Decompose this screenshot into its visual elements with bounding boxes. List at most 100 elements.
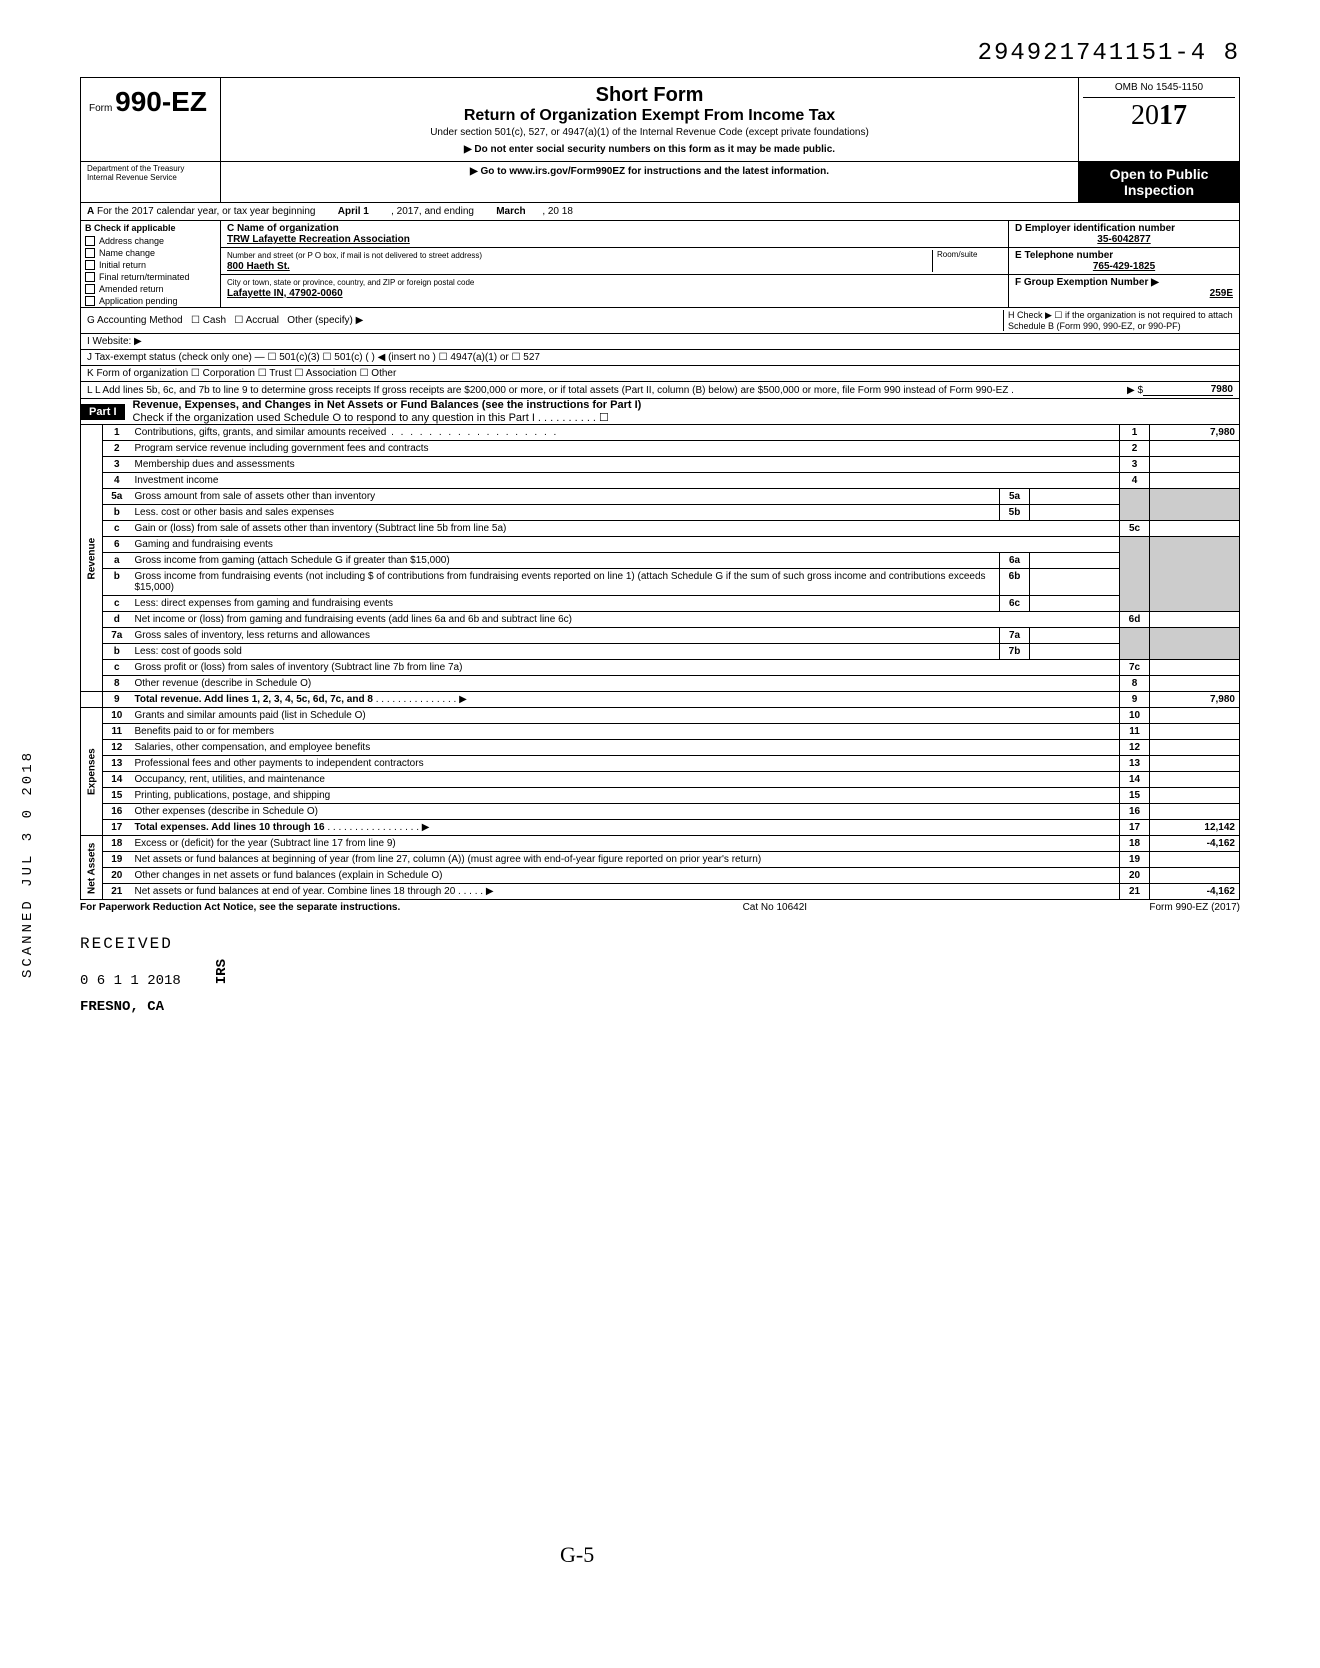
line-desc: Total revenue. Add lines 1, 2, 3, 4, 5c,… — [135, 694, 373, 705]
sub-num: 7b — [1000, 644, 1030, 660]
col-b: B Check if applicable Address change Nam… — [81, 221, 221, 307]
lines-table: Revenue 1 Contributions, gifts, grants, … — [80, 425, 1240, 900]
accounting-method-label: G Accounting Method — [87, 315, 183, 326]
line-value — [1150, 441, 1240, 457]
name-label: C Name of organization — [227, 223, 339, 234]
line-value — [1150, 457, 1240, 473]
revenue-side-label: Revenue — [81, 425, 103, 692]
line-value — [1150, 521, 1240, 537]
line-num: d — [103, 612, 131, 628]
line-num: b — [103, 644, 131, 660]
form-of-org: K Form of organization ☐ Corporation ☐ T… — [87, 368, 396, 379]
ssn-warning: ▶ Do not enter social security numbers o… — [227, 144, 1072, 155]
line-desc: Other revenue (describe in Schedule O) — [135, 678, 312, 689]
line-num: 8 — [103, 676, 131, 692]
line-value: -4,162 — [1150, 884, 1240, 900]
expenses-side-label: Expenses — [81, 708, 103, 836]
mid-text: , 2017, and ending — [391, 206, 474, 217]
sub-num: 6a — [1000, 553, 1030, 569]
sub-num: 7a — [1000, 628, 1030, 644]
line-num: c — [103, 596, 131, 612]
line-desc: Less. cost or other basis and sales expe… — [135, 507, 335, 518]
handwriting-g5: G-5 — [560, 1542, 594, 1568]
line-value — [1150, 660, 1240, 676]
under-section: Under section 501(c), 527, or 4947(a)(1)… — [227, 127, 1072, 138]
check-address-change[interactable]: Address change — [81, 235, 220, 247]
line-num: c — [103, 660, 131, 676]
line-rnum: 20 — [1120, 868, 1150, 884]
line-rnum: 7c — [1120, 660, 1150, 676]
line-desc: Gross sales of inventory, less returns a… — [135, 630, 370, 641]
line-l-text: L Add lines 5b, 6c, and 7b to line 9 to … — [95, 385, 1014, 396]
line-num: 16 — [103, 804, 131, 820]
ein-label: D Employer identification number — [1015, 223, 1233, 234]
line-num: 18 — [103, 836, 131, 852]
year-bold: 17 — [1159, 100, 1187, 131]
scanned-stamp: SCANNED JUL 3 0 2018 — [20, 750, 36, 978]
line-rnum: 21 — [1120, 884, 1150, 900]
line-num: 4 — [103, 473, 131, 489]
line-rnum: 13 — [1120, 756, 1150, 772]
check-initial-return[interactable]: Initial return — [81, 259, 220, 271]
grp-label: F Group Exemption Number ▶ — [1015, 277, 1233, 288]
line-num: b — [103, 569, 131, 596]
stamps: RECEIVED 0 6 1 1 2018 IRS FRESNO, CA — [80, 935, 1240, 1015]
line-desc: Printing, publications, postage, and shi… — [135, 790, 331, 801]
footer: For Paperwork Reduction Act Notice, see … — [80, 900, 1240, 915]
sub-num: 6b — [1000, 569, 1030, 596]
dept-cell: Department of the Treasury Internal Reve… — [81, 162, 221, 202]
part1-title: Revenue, Expenses, and Changes in Net As… — [133, 399, 1239, 411]
l-value: 7980 — [1143, 384, 1233, 396]
check-final-return[interactable]: Final return/terminated — [81, 271, 220, 283]
line-value — [1150, 788, 1240, 804]
tel-value: 765-429-1825 — [1015, 261, 1233, 272]
line-desc: Gain or (loss) from sale of assets other… — [135, 523, 507, 534]
line-num: 19 — [103, 852, 131, 868]
check-name-change[interactable]: Name change — [81, 247, 220, 259]
city-stamp: FRESNO, CA — [80, 999, 1240, 1015]
tax-year: 2017 — [1083, 98, 1235, 134]
line-rnum: 15 — [1120, 788, 1150, 804]
check-application-pending[interactable]: Application pending — [81, 295, 220, 307]
line-rnum: 5c — [1120, 521, 1150, 537]
form-number: 990-EZ — [115, 86, 207, 117]
addr-label: Number and street (or P O box, if mail i… — [227, 251, 482, 260]
org-info-grid: B Check if applicable Address change Nam… — [80, 221, 1240, 308]
accrual-label: Accrual — [246, 315, 279, 326]
line-desc: Program service revenue including govern… — [135, 443, 429, 454]
line-desc: Benefits paid to or for members — [135, 726, 275, 737]
line-num: 20 — [103, 868, 131, 884]
sub-num: 5b — [1000, 505, 1030, 521]
line-rnum: 4 — [1120, 473, 1150, 489]
form-number-cell: Form 990-EZ — [81, 78, 221, 161]
meta-section: G Accounting Method ☐ Cash ☐ Accrual Oth… — [80, 308, 1240, 399]
ein-value: 35-6042877 — [1015, 234, 1233, 245]
check-label: Address change — [99, 236, 164, 246]
col-c: C Name of organization TRW Lafayette Rec… — [221, 221, 1009, 307]
end-month: March — [496, 206, 525, 217]
line-value: 7,980 — [1150, 425, 1240, 441]
line-rnum: 19 — [1120, 852, 1150, 868]
line-value — [1150, 772, 1240, 788]
title-cell: Short Form Return of Organization Exempt… — [221, 78, 1079, 161]
check-label: Final return/terminated — [99, 272, 190, 282]
room-label: Room/suite — [932, 250, 1002, 272]
line-value: 7,980 — [1150, 692, 1240, 708]
line-desc: Investment income — [135, 475, 219, 486]
form-header: Form 990-EZ Short Form Return of Organiz… — [80, 77, 1240, 162]
line-value — [1150, 724, 1240, 740]
org-name: TRW Lafayette Recreation Association — [227, 234, 410, 245]
line-desc: Membership dues and assessments — [135, 459, 295, 470]
line-desc: Less: direct expenses from gaming and fu… — [135, 598, 393, 609]
line-desc: Net income or (loss) from gaming and fun… — [135, 614, 572, 625]
footer-right: Form 990-EZ (2017) — [1149, 902, 1240, 913]
goto-instruction: ▶ Go to www.irs.gov/Form990EZ for instru… — [221, 162, 1079, 202]
line-desc: Gross income from gaming (attach Schedul… — [135, 555, 450, 566]
other-label: Other (specify) ▶ — [287, 315, 363, 326]
line-num: c — [103, 521, 131, 537]
year-prefix: 20 — [1131, 100, 1159, 131]
line-rnum: 11 — [1120, 724, 1150, 740]
check-amended-return[interactable]: Amended return — [81, 283, 220, 295]
line-desc: Salaries, other compensation, and employ… — [135, 742, 371, 753]
tel-label: E Telephone number — [1015, 250, 1233, 261]
